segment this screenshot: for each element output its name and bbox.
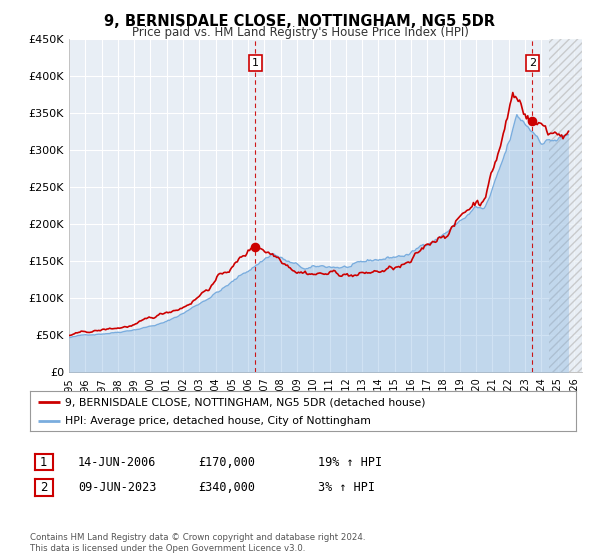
Point [527,116,537,125]
Text: 3% ↑ HPI: 3% ↑ HPI [318,480,375,494]
Text: £340,000: £340,000 [198,480,255,494]
Text: Price paid vs. HM Land Registry's House Price Index (HPI): Price paid vs. HM Land Registry's House … [131,26,469,39]
Text: 9, BERNISDALE CLOSE, NOTTINGHAM, NG5 5DR: 9, BERNISDALE CLOSE, NOTTINGHAM, NG5 5DR [104,14,496,29]
Text: 09-JUN-2023: 09-JUN-2023 [78,480,157,494]
Text: £170,000: £170,000 [198,455,255,469]
Text: 14-JUN-2006: 14-JUN-2006 [78,455,157,469]
Text: HPI: Average price, detached house, City of Nottingham: HPI: Average price, detached house, City… [65,416,371,426]
Text: 2: 2 [40,480,47,494]
Text: 9, BERNISDALE CLOSE, NOTTINGHAM, NG5 5DR (detached house): 9, BERNISDALE CLOSE, NOTTINGHAM, NG5 5DR… [65,397,426,407]
Point [251,242,260,251]
Text: 1: 1 [252,58,259,68]
Text: 1: 1 [40,455,47,469]
Text: Contains HM Land Registry data © Crown copyright and database right 2024.
This d: Contains HM Land Registry data © Crown c… [30,533,365,553]
Text: 2: 2 [529,58,536,68]
Text: 19% ↑ HPI: 19% ↑ HPI [318,455,382,469]
